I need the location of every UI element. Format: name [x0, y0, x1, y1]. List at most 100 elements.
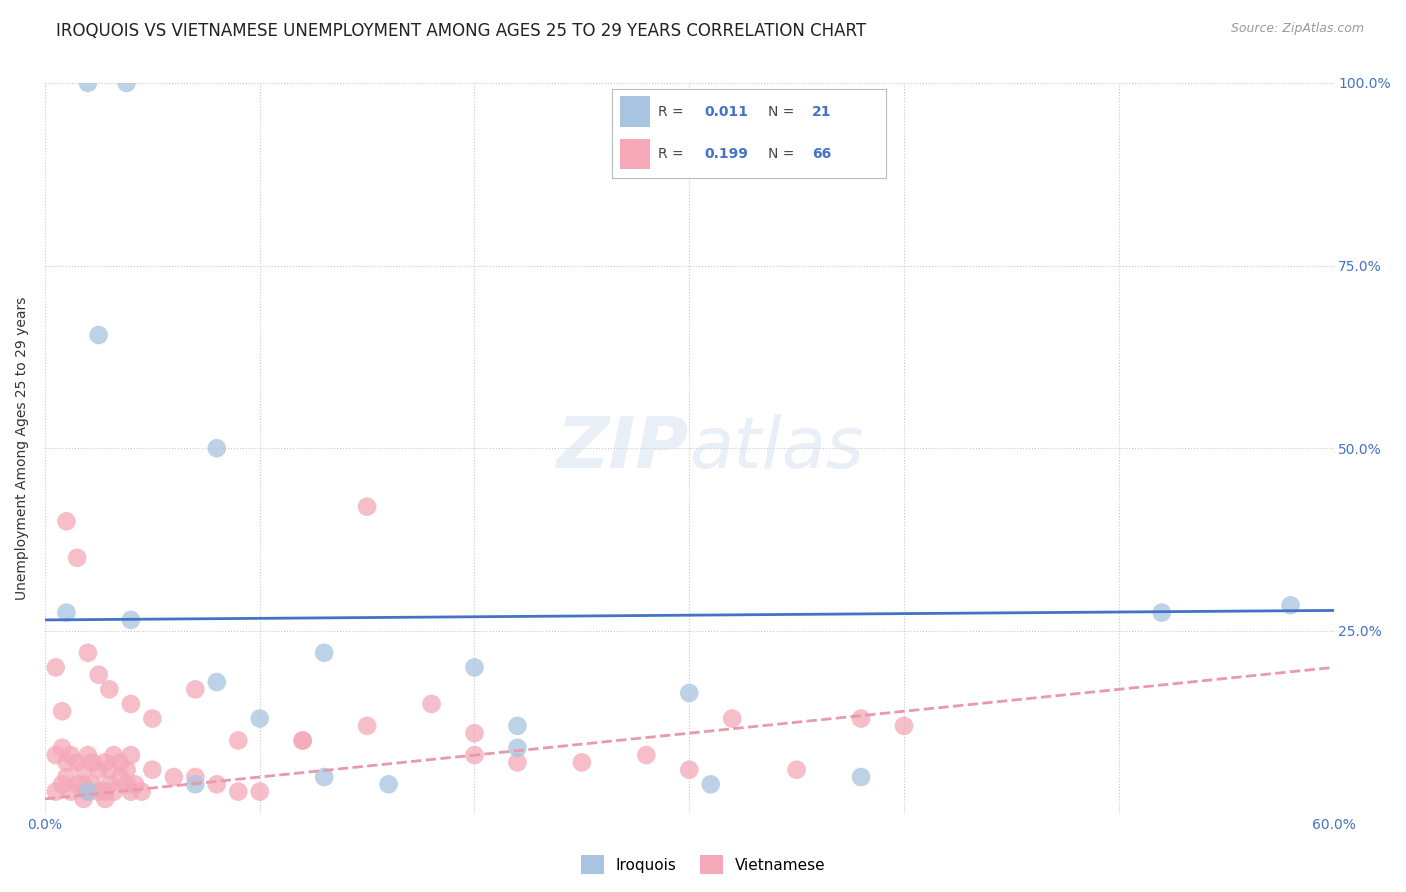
- Text: N =: N =: [768, 147, 799, 161]
- Point: [786, 763, 808, 777]
- Point: [77, 784, 100, 798]
- Point: [120, 784, 142, 798]
- Point: [184, 770, 207, 784]
- Point: [120, 748, 142, 763]
- Point: [66, 777, 89, 791]
- Point: [98, 682, 121, 697]
- Point: [184, 777, 207, 791]
- Point: [51, 740, 73, 755]
- Point: [77, 646, 100, 660]
- Point: [82, 777, 104, 791]
- Point: [72, 777, 94, 791]
- Y-axis label: Unemployment Among Ages 25 to 29 years: Unemployment Among Ages 25 to 29 years: [15, 296, 30, 600]
- Text: 21: 21: [811, 104, 831, 119]
- Point: [226, 784, 249, 798]
- Point: [82, 756, 104, 770]
- Point: [94, 792, 117, 806]
- Point: [571, 756, 593, 770]
- Text: Source: ZipAtlas.com: Source: ZipAtlas.com: [1230, 22, 1364, 36]
- Point: [72, 763, 94, 777]
- Point: [120, 613, 142, 627]
- Point: [115, 763, 138, 777]
- Point: [103, 784, 125, 798]
- Point: [45, 748, 67, 763]
- Text: 0.011: 0.011: [704, 104, 749, 119]
- Point: [463, 748, 485, 763]
- Point: [55, 770, 77, 784]
- Point: [108, 756, 131, 770]
- Point: [103, 748, 125, 763]
- Point: [98, 777, 121, 791]
- Point: [184, 682, 207, 697]
- Point: [420, 697, 443, 711]
- Point: [1279, 599, 1302, 613]
- Text: ZIP: ZIP: [557, 414, 689, 483]
- Point: [66, 756, 89, 770]
- Point: [205, 777, 228, 791]
- Point: [59, 784, 82, 798]
- Point: [849, 770, 872, 784]
- Bar: [620, 139, 650, 169]
- Point: [94, 784, 117, 798]
- Point: [356, 719, 378, 733]
- Text: 0.199: 0.199: [704, 147, 749, 161]
- Point: [51, 777, 73, 791]
- Text: N =: N =: [768, 104, 799, 119]
- Point: [131, 784, 153, 798]
- Point: [77, 748, 100, 763]
- Point: [506, 756, 529, 770]
- Point: [141, 763, 163, 777]
- Point: [55, 606, 77, 620]
- Point: [87, 328, 110, 343]
- Point: [77, 76, 100, 90]
- Point: [463, 726, 485, 740]
- Point: [699, 777, 721, 791]
- Point: [108, 770, 131, 784]
- Point: [87, 667, 110, 681]
- Point: [849, 712, 872, 726]
- Point: [94, 756, 117, 770]
- Point: [141, 712, 163, 726]
- Point: [59, 748, 82, 763]
- Point: [98, 763, 121, 777]
- Point: [291, 733, 314, 747]
- Point: [77, 784, 100, 798]
- Point: [636, 748, 658, 763]
- Point: [506, 740, 529, 755]
- Point: [314, 646, 336, 660]
- Point: [87, 763, 110, 777]
- Text: R =: R =: [658, 147, 688, 161]
- Point: [291, 733, 314, 747]
- Point: [115, 76, 138, 90]
- Point: [314, 770, 336, 784]
- Point: [55, 514, 77, 528]
- Text: R =: R =: [658, 104, 688, 119]
- Legend: Iroquois, Vietnamese: Iroquois, Vietnamese: [575, 849, 831, 880]
- Point: [249, 712, 271, 726]
- Point: [72, 792, 94, 806]
- Point: [66, 550, 89, 565]
- Point: [45, 660, 67, 674]
- Bar: [620, 96, 650, 127]
- Point: [678, 686, 700, 700]
- Point: [1150, 606, 1173, 620]
- Point: [356, 500, 378, 514]
- Point: [249, 784, 271, 798]
- Point: [506, 719, 529, 733]
- Point: [87, 784, 110, 798]
- Point: [120, 697, 142, 711]
- Point: [205, 675, 228, 690]
- Point: [377, 777, 399, 791]
- Point: [721, 712, 744, 726]
- Point: [45, 784, 67, 798]
- Point: [163, 770, 186, 784]
- Point: [124, 777, 146, 791]
- Text: 66: 66: [811, 147, 831, 161]
- Point: [51, 704, 73, 718]
- Text: IROQUOIS VS VIETNAMESE UNEMPLOYMENT AMONG AGES 25 TO 29 YEARS CORRELATION CHART: IROQUOIS VS VIETNAMESE UNEMPLOYMENT AMON…: [56, 22, 866, 40]
- Text: atlas: atlas: [689, 414, 863, 483]
- Point: [115, 777, 138, 791]
- Point: [205, 442, 228, 456]
- Point: [678, 763, 700, 777]
- Point: [226, 733, 249, 747]
